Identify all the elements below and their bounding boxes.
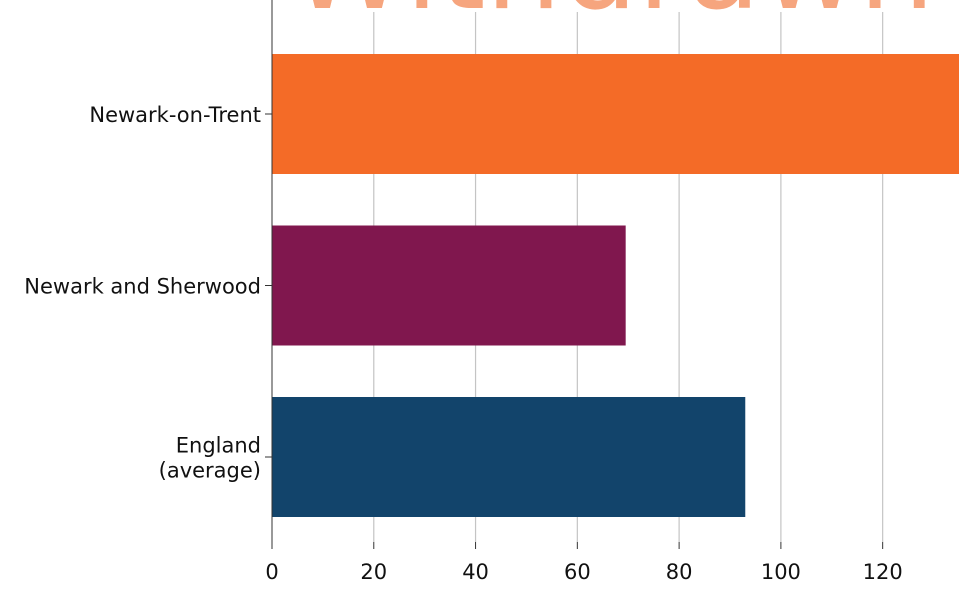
bar-0 <box>272 54 959 174</box>
category-labels: Newark-on-Trent Newark and Sherwood Englan… <box>24 103 272 483</box>
watermark-text: Withdrawn <box>289 0 935 37</box>
x-tick-label-20: 20 <box>360 560 387 584</box>
x-tick-label-40: 40 <box>462 560 489 584</box>
category-label-1: Newark and Sherwood <box>24 275 261 299</box>
bar-2 <box>272 397 746 517</box>
x-tick-label-80: 80 <box>666 560 693 584</box>
category-label-0: Newark-on-Trent <box>89 103 261 127</box>
category-label-2: England (average) <box>159 434 261 483</box>
x-tick-label-0: 0 <box>265 560 278 584</box>
x-tick-label-100: 100 <box>761 560 801 584</box>
x-tick-label-120: 120 <box>863 560 903 584</box>
bar-1 <box>272 225 626 346</box>
bars <box>272 54 959 517</box>
x-tick-label-60: 60 <box>564 560 591 584</box>
x-axis-ticks: 0 20 40 60 80 100 120 <box>265 542 903 584</box>
